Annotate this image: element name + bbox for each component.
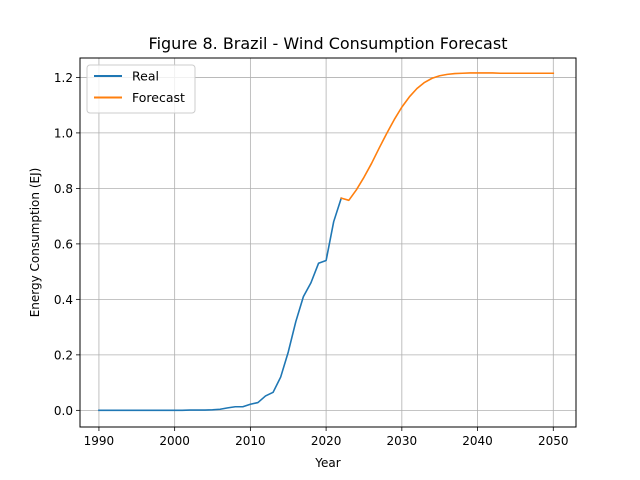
y-axis-title: Energy Consumption (EJ) bbox=[28, 168, 42, 318]
y-tick-label: 0.0 bbox=[54, 404, 73, 418]
x-tick-label: 2040 bbox=[462, 434, 493, 448]
y-tick-label: 1.2 bbox=[54, 71, 73, 85]
legend: Real Forecast bbox=[86, 64, 196, 114]
x-axis-title: Year bbox=[314, 456, 340, 470]
series-line-real bbox=[98, 197, 343, 412]
plot-frame bbox=[79, 57, 577, 428]
x-tick-label: 2030 bbox=[387, 434, 418, 448]
legend-label-real: Real bbox=[132, 69, 159, 84]
ticks: 1990 2000 2010 2020 2030 2040 2050 0.0 0.2 0.4 0.6… bbox=[54, 71, 569, 448]
y-tick-label: 0.4 bbox=[54, 293, 73, 307]
x-tick-label: 2000 bbox=[159, 434, 190, 448]
chart-title: Figure 8. Brazil - Wind Consumption Fore… bbox=[149, 34, 508, 53]
x-tick-label: 1990 bbox=[84, 434, 115, 448]
y-tick-label: 0.6 bbox=[54, 237, 73, 251]
y-tick-label: 0.8 bbox=[54, 182, 73, 196]
y-tick-label: 0.2 bbox=[54, 348, 73, 362]
series-group bbox=[98, 72, 555, 412]
x-tick-label: 2050 bbox=[538, 434, 569, 448]
legend-label-forecast: Forecast bbox=[132, 90, 185, 105]
x-tick-label: 2020 bbox=[311, 434, 342, 448]
x-tick-label: 2010 bbox=[235, 434, 266, 448]
y-tick-label: 1.0 bbox=[54, 126, 73, 140]
series-line-forecast bbox=[340, 72, 555, 202]
